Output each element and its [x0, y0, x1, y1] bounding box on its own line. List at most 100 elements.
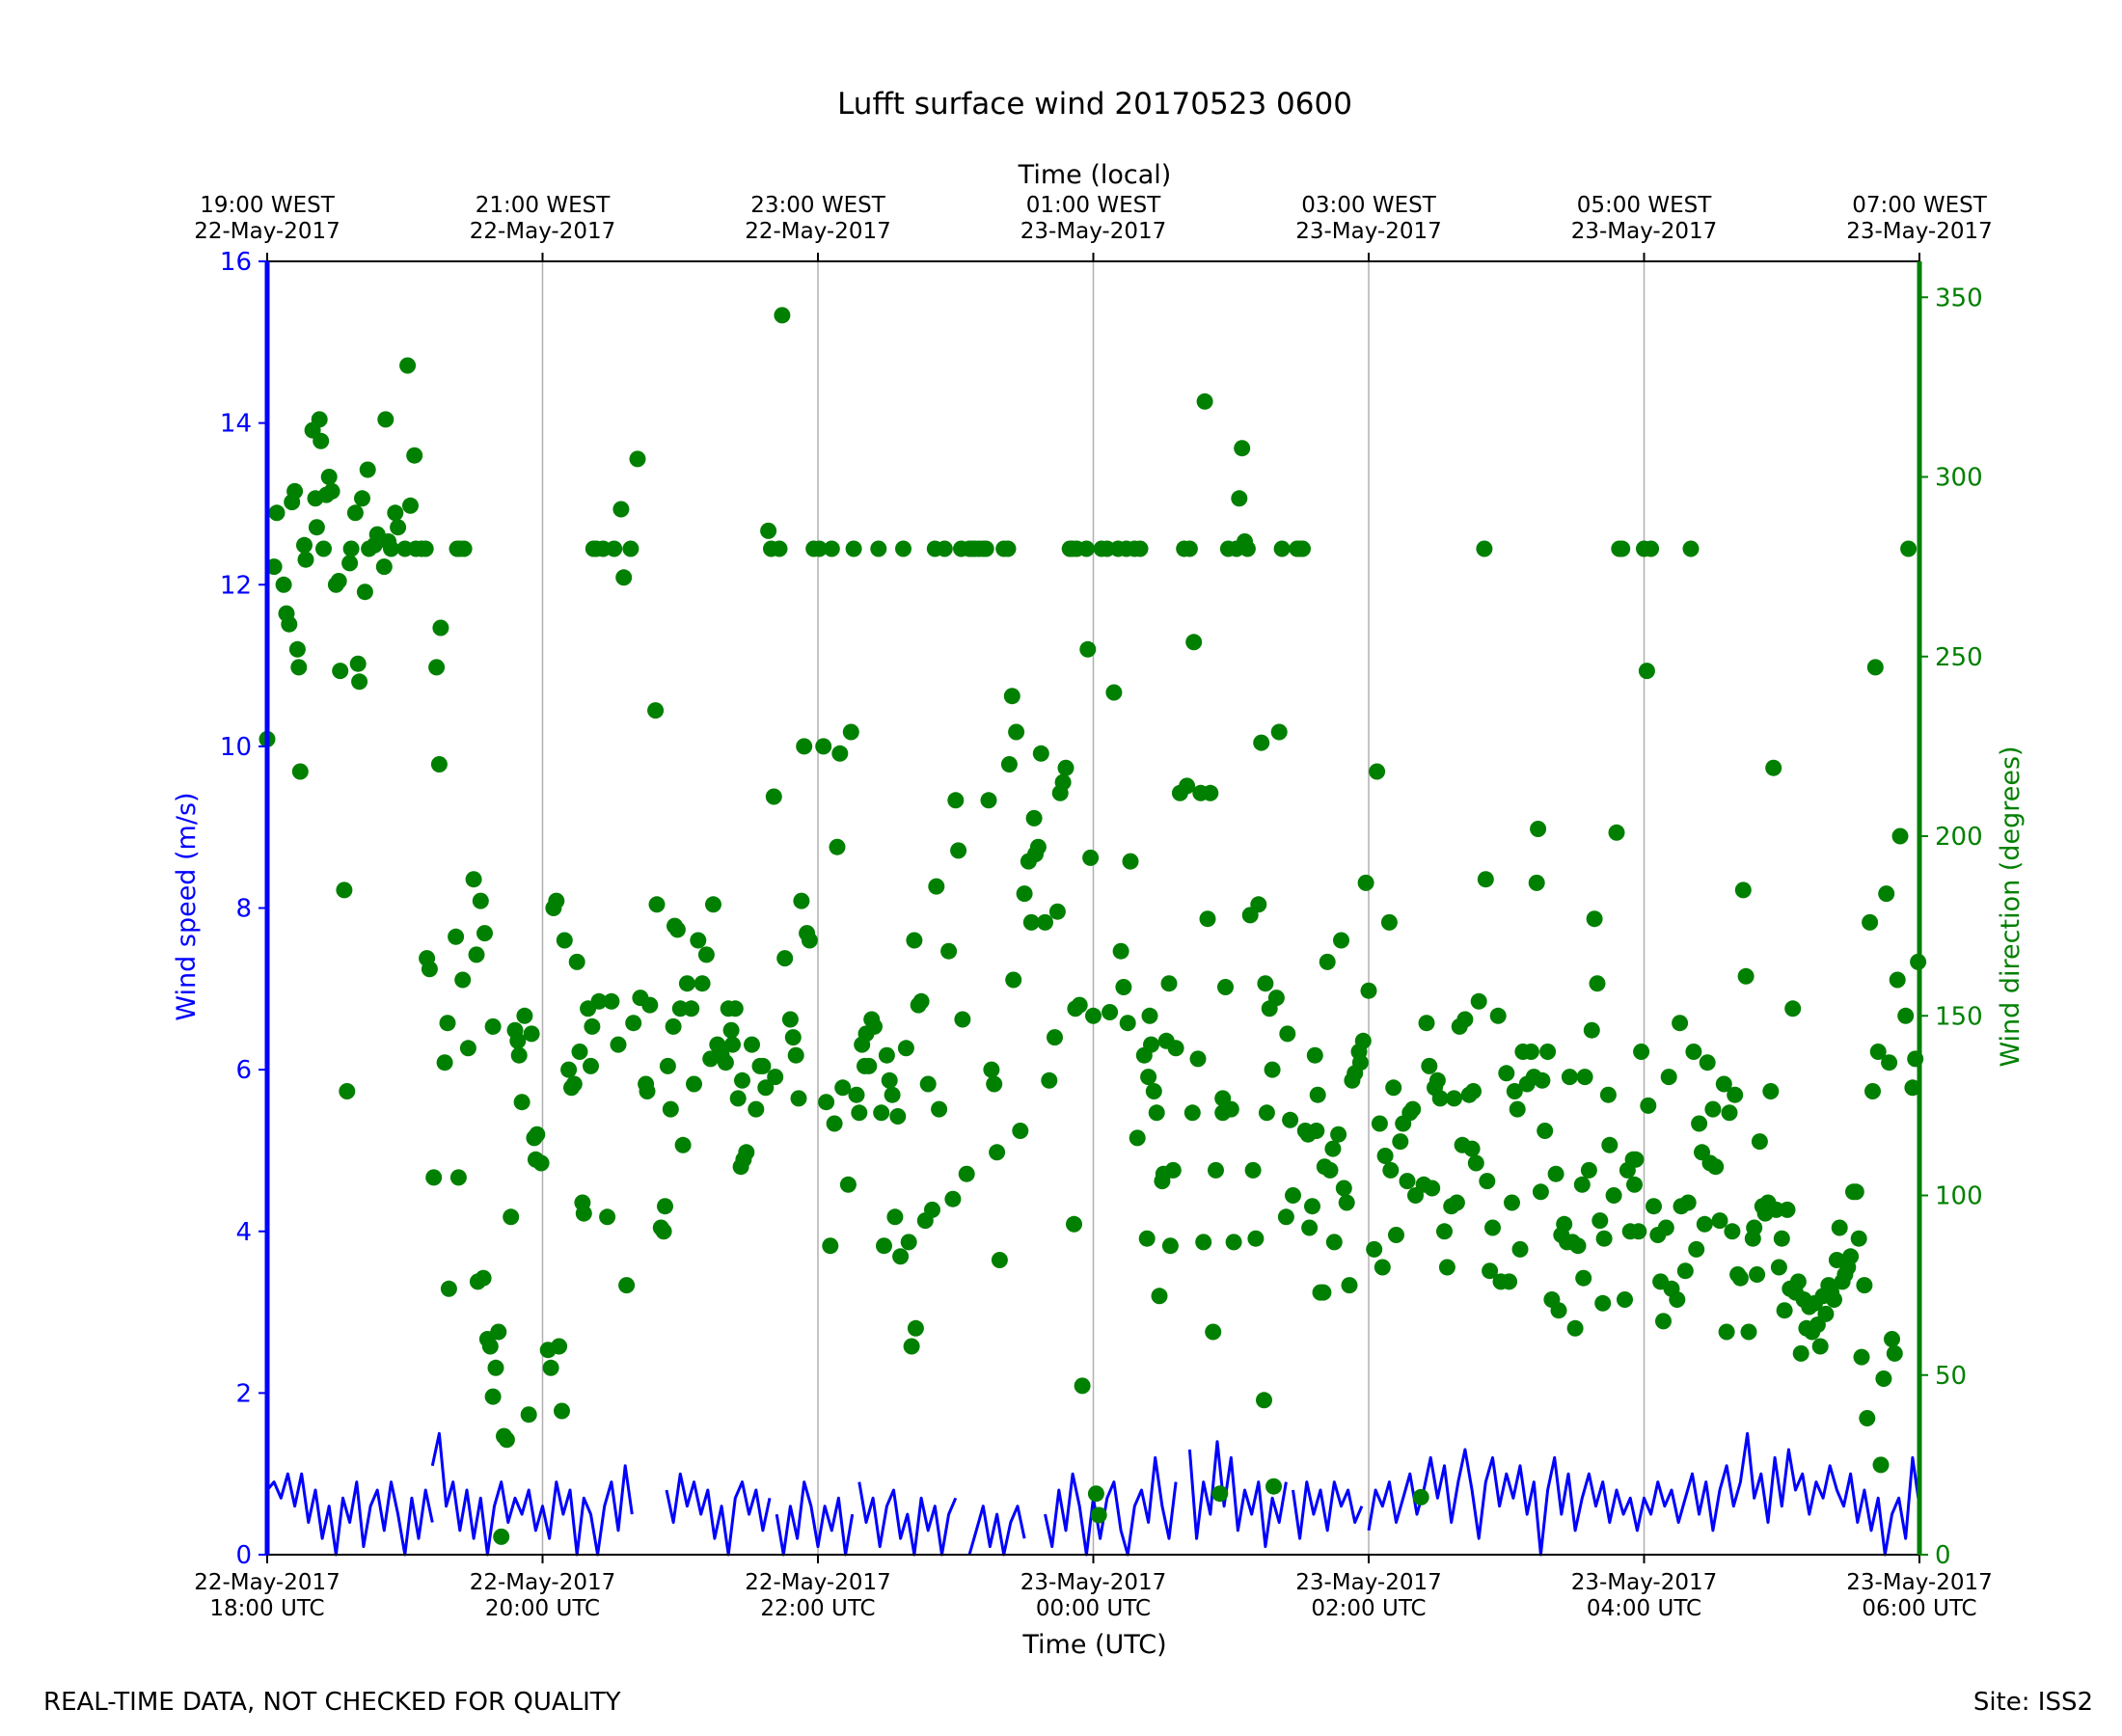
wind-direction-point	[986, 1075, 1003, 1093]
wind-direction-point	[1392, 1133, 1409, 1151]
x2-tick-label-date: 22-May-2017	[745, 219, 891, 244]
wind-direction-point	[1160, 975, 1178, 992]
wind-direction-point	[1371, 1115, 1388, 1132]
wind-direction-point	[1679, 1194, 1697, 1211]
wind-direction-point	[1264, 1061, 1281, 1078]
wind-direction-point	[1672, 1015, 1689, 1032]
wind-direction-point	[940, 942, 958, 960]
wind-direction-point	[1467, 1154, 1484, 1172]
wind-direction-point	[291, 763, 309, 780]
wind-direction-point	[1682, 540, 1700, 557]
wind-direction-point	[556, 932, 573, 949]
wind-direction-point	[1566, 1319, 1584, 1337]
wind-direction-point	[954, 1011, 971, 1028]
wind-direction-point	[375, 558, 393, 576]
wind-direction-point	[977, 540, 994, 557]
wind-direction-point	[771, 540, 788, 557]
wind-direction-point	[1196, 393, 1213, 410]
wind-direction-point	[1633, 1044, 1650, 1060]
wind-direction-point	[565, 1075, 583, 1093]
wind-direction-point	[1341, 1277, 1358, 1294]
wind-direction-point	[1489, 1007, 1507, 1024]
wind-direction-point	[281, 615, 298, 633]
wind-direction-point	[1077, 540, 1095, 557]
wind-direction-point	[1079, 640, 1097, 658]
wind-direction-point	[784, 1029, 802, 1046]
wind-direction-point	[560, 1061, 578, 1078]
wind-direction-point	[1718, 1323, 1735, 1341]
wind-direction-point	[1779, 1201, 1796, 1218]
wind-direction-point	[886, 1208, 904, 1226]
wind-direction-point	[757, 1079, 775, 1097]
wind-direction-point	[1199, 910, 1216, 928]
wind-direction-point	[465, 871, 482, 888]
wind-direction-point	[554, 1402, 570, 1420]
wind-direction-point	[383, 540, 399, 557]
wind-direction-point	[1376, 1148, 1394, 1164]
wind-direction-point	[1599, 1086, 1617, 1103]
wind-direction-point	[793, 892, 810, 909]
wind-direction-point	[1016, 885, 1033, 903]
wind-direction-point	[1605, 1187, 1622, 1204]
x-tick-label-date: 22-May-2017	[194, 1570, 340, 1595]
wind-direction-point	[618, 1277, 636, 1294]
wind-direction-point	[1360, 982, 1377, 999]
wind-direction-point	[1222, 1100, 1239, 1118]
wind-direction-point	[1847, 1183, 1864, 1201]
wind-direction-point	[1476, 540, 1493, 557]
wind-direction-point	[1306, 1046, 1323, 1064]
wind-direction-point	[542, 1359, 559, 1376]
wind-direction-point	[1354, 1032, 1372, 1049]
wind-direction-point	[1504, 1194, 1520, 1211]
wind-direction-point	[625, 1015, 642, 1032]
wind-direction-point	[906, 932, 923, 949]
wind-direction-point	[510, 1046, 528, 1064]
wind-direction-point	[726, 1000, 744, 1017]
wind-direction-point	[1749, 1266, 1766, 1283]
wind-direction-point	[690, 932, 707, 949]
wind-direction-point	[1762, 1083, 1780, 1099]
wind-direction-point	[801, 932, 818, 949]
wind-direction-point	[571, 1044, 588, 1060]
wind-direction-point	[1817, 1305, 1835, 1322]
wind-direction-point	[484, 1017, 502, 1035]
wind-direction-point	[1699, 1054, 1716, 1071]
wind-direction-point	[1727, 1086, 1744, 1103]
wind-direction-point	[1418, 1015, 1435, 1032]
wind-direction-point	[1676, 1262, 1694, 1280]
wind-direction-point	[1707, 1158, 1725, 1176]
wind-direction-point	[748, 1100, 765, 1118]
wind-direction-point	[851, 1104, 868, 1122]
wind-speed-line	[1292, 1480, 1364, 1540]
wind-direction-point	[1511, 1240, 1529, 1258]
wind-direction-point	[332, 663, 349, 680]
wind-direction-point	[1881, 1054, 1898, 1071]
wind-direction-point	[1864, 1083, 1881, 1099]
wind-direction-point	[1463, 1140, 1481, 1157]
wind-direction-point	[1550, 1302, 1567, 1319]
wind-direction-point	[1273, 540, 1291, 557]
wind-direction-point	[1627, 1151, 1645, 1168]
wind-direction-point	[1547, 1165, 1564, 1182]
wind-direction-point	[1614, 540, 1631, 557]
wind-direction-point	[958, 1165, 975, 1182]
wind-direction-point	[1330, 1126, 1347, 1143]
y2-tick-label: 300	[1935, 464, 1983, 493]
wind-direction-point	[822, 1237, 839, 1255]
wind-direction-point	[1105, 684, 1123, 701]
wind-direction-point	[487, 1359, 504, 1376]
wind-direction-point	[705, 896, 721, 913]
wind-direction-point	[275, 576, 292, 593]
wind-direction-point	[866, 1017, 883, 1035]
wind-direction-point	[1005, 971, 1022, 989]
wind-direction-point	[1446, 1090, 1462, 1107]
wind-direction-point	[288, 640, 306, 658]
wind-direction-point	[989, 1144, 1006, 1161]
wind-direction-point	[1404, 1100, 1422, 1118]
wind-direction-point	[1057, 759, 1075, 776]
wind-direction-point	[1522, 1044, 1539, 1060]
wind-speed-line	[265, 1472, 434, 1557]
wind-direction-point	[1267, 990, 1285, 1007]
wind-direction-point	[1282, 1111, 1299, 1128]
wind-direction-point	[1594, 1294, 1612, 1312]
